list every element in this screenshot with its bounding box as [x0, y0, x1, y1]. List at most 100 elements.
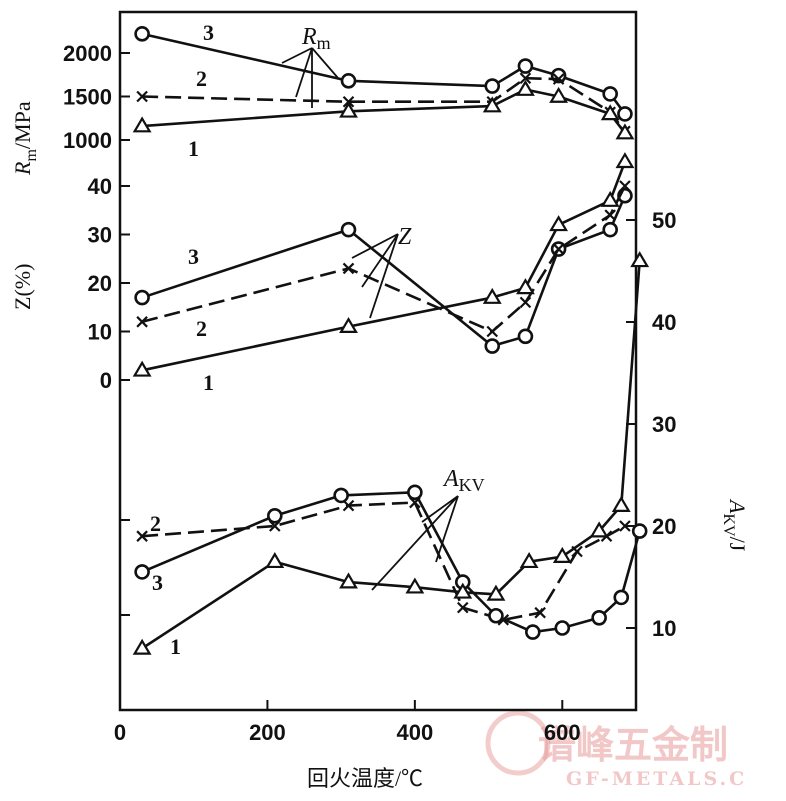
akv-series-1-point — [519, 552, 539, 569]
rm-series-2-point — [136, 90, 148, 103]
akv-series-1-point — [630, 251, 650, 268]
rm-y-tick-label: 2000 — [63, 41, 112, 66]
z-series-1 — [132, 152, 635, 377]
z-axis-label: Z(%) — [10, 264, 35, 310]
akv-y-tick-label: 50 — [652, 208, 676, 233]
rm-series-1-point — [549, 86, 569, 103]
rm-series-1-point — [600, 104, 620, 121]
z-annotation: Z — [398, 224, 412, 250]
z-series-3-line — [141, 195, 627, 348]
z-y-tick-label: 30 — [88, 223, 112, 248]
z-series-3-point — [134, 289, 150, 306]
akv-annotation: AKV — [442, 466, 485, 495]
z-series-2 — [136, 180, 631, 338]
z-series-1-point — [516, 278, 535, 295]
z-y-tick-label: 0 — [100, 368, 112, 393]
rm-annotation-sub: m — [317, 33, 331, 53]
akv-series-1-point — [486, 584, 506, 601]
akv-series-2-line — [142, 501, 626, 622]
rm-series-1-point — [482, 96, 502, 113]
z-leader-lines — [351, 233, 399, 319]
rm-series-1-label: 1 — [188, 136, 199, 161]
watermark: 谱峰五金制 GF-METALS.C — [485, 710, 747, 790]
akv-series-3-point — [591, 609, 607, 626]
akv-series-2-point — [619, 520, 631, 532]
akv-series-3-label: 3 — [152, 570, 163, 595]
rm-y-tick-label: 1000 — [63, 128, 112, 153]
x-tick-label: 200 — [249, 720, 286, 745]
rm-axis-label-main: R — [10, 161, 35, 176]
akv-series-1-point — [552, 546, 572, 563]
rm-axis-label: Rm/MPa — [10, 101, 40, 176]
annotation-leaders — [281, 47, 459, 591]
rm-series-1-point — [132, 116, 152, 133]
rm-series-1-point — [615, 123, 635, 140]
z-series-1-point — [600, 190, 620, 207]
rm-annotation: Rm — [301, 24, 331, 53]
label-layer: 3 2 1 3 2 1 2 3 1 — [150, 20, 214, 659]
z-series-3-label: 3 — [188, 244, 199, 269]
akv-axis-label-unit: /J — [725, 537, 750, 552]
akv-leader-lines — [371, 495, 459, 591]
akv-series-1 — [132, 251, 650, 655]
akv-series-3-point — [613, 589, 630, 606]
z-series-2-point — [619, 180, 631, 192]
akv-series-3-point — [554, 620, 571, 636]
akv-series-1-point — [453, 582, 473, 599]
x-tick-label: 0 — [114, 720, 126, 745]
akv-series-2-point — [534, 606, 546, 619]
rm-series-3-point — [517, 58, 534, 74]
akv-series-1-point — [339, 572, 358, 589]
akv-series-2-label: 2 — [150, 511, 161, 536]
z-series-2-label: 2 — [196, 316, 207, 341]
akv-axis-label-sub: KV — [720, 513, 737, 537]
rm-series-3-point — [602, 86, 619, 102]
z-series-1-point — [549, 215, 569, 232]
rm-series-3-point — [340, 73, 357, 89]
rm-axis-label-sub: m — [23, 149, 40, 162]
akv-series-3-point — [266, 507, 283, 524]
z-series-2-point — [342, 262, 355, 275]
akv-series-2-point — [136, 530, 148, 542]
rm-series-3-label: 3 — [203, 20, 214, 45]
akv-annotation-main: A — [442, 466, 459, 492]
z-y-tick-label: 20 — [88, 271, 112, 296]
z-series-3-point — [517, 328, 534, 345]
akv-series-1-point — [405, 577, 425, 594]
rm-series-2-point — [519, 72, 532, 85]
akv-series-1-label: 1 — [170, 634, 181, 659]
series-layer — [132, 26, 650, 655]
z-series-1-point — [482, 287, 502, 304]
akv-series-1-point — [611, 495, 631, 512]
akv-series-2-point — [342, 499, 355, 512]
z-series-1-point — [132, 360, 152, 377]
z-series-2-point — [604, 209, 616, 221]
watermark-text-en: GF-METALS.C — [566, 768, 747, 790]
tick-layer: 0 200 400 600 1000 1500 2000 0 10 20 30 40 10 20 30 40 5… — [63, 41, 676, 745]
akv-axis-label: AKV/J — [720, 498, 750, 552]
akv-series-3-point — [407, 484, 423, 501]
z-series-3 — [134, 187, 633, 354]
watermark-logo-icon — [485, 710, 551, 776]
z-series-2-point — [552, 243, 565, 255]
rm-annotation-main: R — [301, 24, 317, 50]
plot-frame — [118, 10, 638, 712]
rm-series-3-point — [484, 78, 501, 94]
rm-series-3-point — [134, 26, 150, 42]
z-series-2-point — [519, 296, 532, 309]
akv-series-2-point — [456, 601, 469, 614]
z-series-3-point — [484, 338, 501, 354]
akv-annotation-sub: KV — [459, 475, 485, 495]
rm-series-2-point — [552, 73, 565, 85]
rm-leader-lines — [281, 47, 339, 108]
z-y-tick-label: 40 — [88, 174, 112, 199]
rm-series-3-point — [617, 106, 633, 122]
akv-series-1-point — [132, 638, 152, 655]
z-series-1-point — [339, 316, 358, 333]
z-y-tick-label: 10 — [88, 320, 112, 345]
akv-series-1-point — [589, 521, 609, 538]
rm-y-tick-label: 1500 — [63, 85, 112, 110]
z-series-1-point — [615, 152, 635, 169]
watermark-text-cn: 谱峰五金制 — [538, 723, 728, 767]
